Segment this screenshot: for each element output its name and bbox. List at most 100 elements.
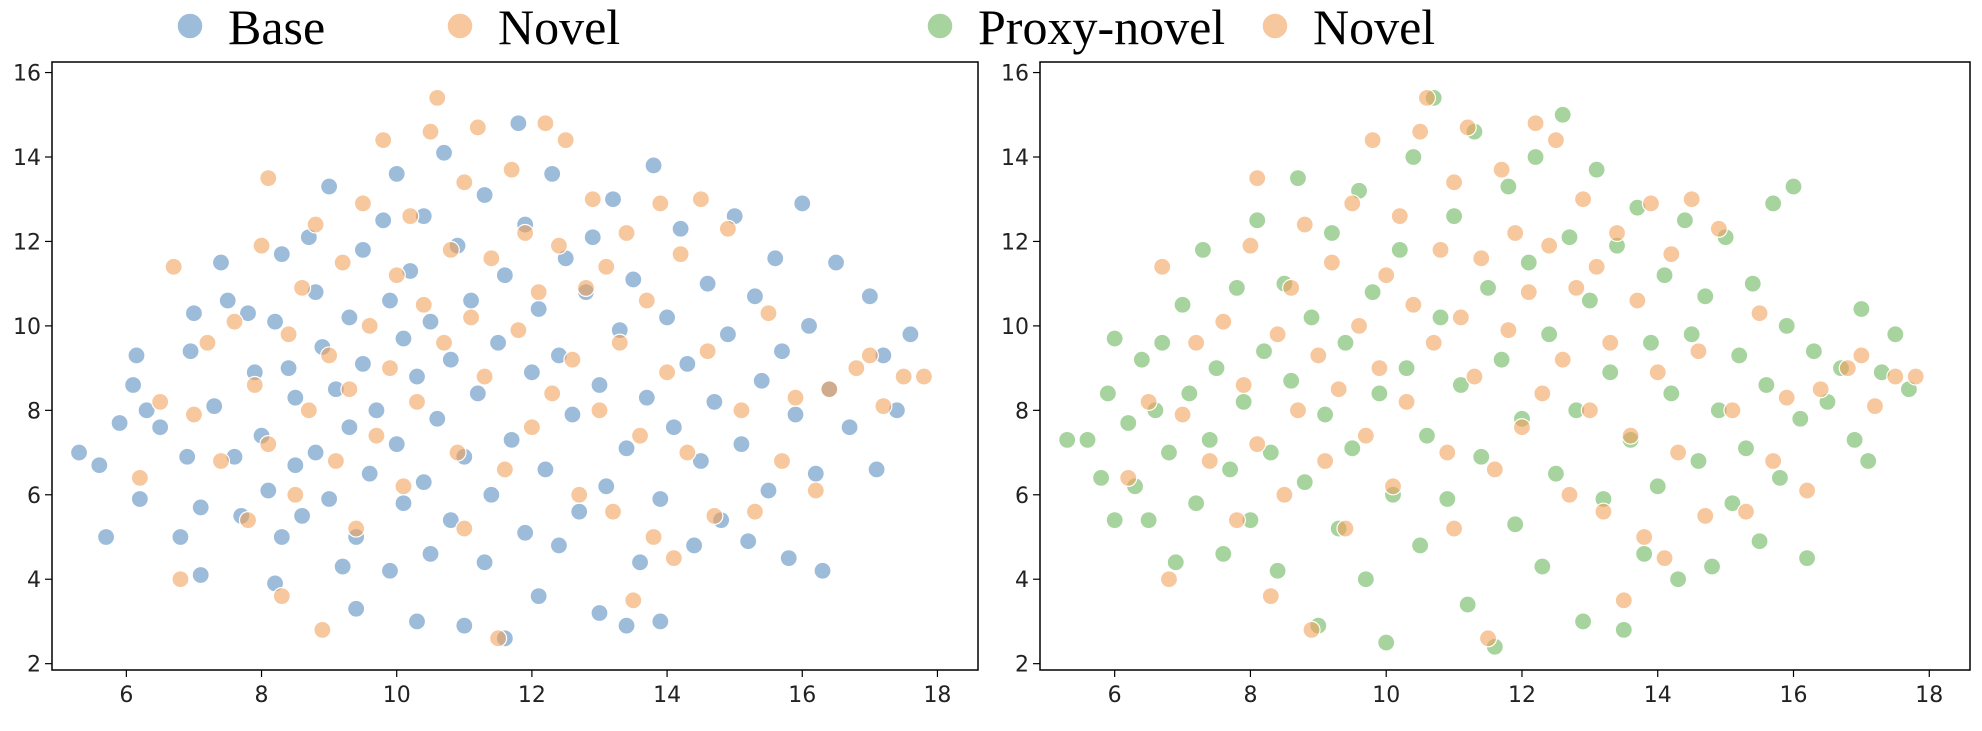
data-point bbox=[570, 502, 589, 521]
data-point bbox=[1234, 375, 1253, 395]
data-point bbox=[651, 194, 670, 213]
data-point bbox=[191, 565, 210, 585]
data-point bbox=[1091, 468, 1111, 487]
data-point bbox=[1852, 346, 1871, 365]
data-point bbox=[1180, 384, 1199, 403]
y-tick-label: 8 bbox=[27, 399, 41, 424]
data-point bbox=[1648, 477, 1667, 496]
data-point bbox=[151, 418, 170, 437]
x-tick-label: 12 bbox=[1508, 683, 1536, 708]
data-point bbox=[786, 388, 805, 407]
data-point bbox=[292, 278, 312, 297]
data-point bbox=[651, 612, 670, 631]
data-point bbox=[1662, 245, 1681, 264]
data-point bbox=[1859, 451, 1878, 471]
data-point bbox=[664, 549, 683, 568]
data-point bbox=[489, 333, 508, 352]
data-point bbox=[1132, 350, 1151, 369]
x-tick-label: 16 bbox=[788, 683, 816, 708]
data-point bbox=[867, 460, 886, 479]
data-point bbox=[1105, 511, 1124, 530]
data-point bbox=[1438, 489, 1457, 509]
data-point bbox=[1234, 392, 1253, 411]
data-point bbox=[813, 561, 832, 580]
data-point bbox=[745, 287, 765, 306]
data-point bbox=[1444, 519, 1464, 538]
data-point bbox=[205, 397, 224, 416]
data-point bbox=[1662, 384, 1681, 403]
data-point bbox=[286, 485, 305, 504]
data-point bbox=[1478, 278, 1498, 297]
data-point bbox=[387, 164, 406, 183]
data-point bbox=[1621, 426, 1640, 445]
y-tick-label: 16 bbox=[1001, 62, 1029, 87]
data-point bbox=[259, 169, 278, 188]
data-point bbox=[380, 561, 400, 580]
x-tick-label: 14 bbox=[653, 683, 681, 708]
data-point bbox=[1838, 359, 1857, 378]
data-point bbox=[678, 443, 697, 462]
y-tick-label: 8 bbox=[1015, 399, 1029, 424]
x-tick-label: 6 bbox=[119, 683, 133, 708]
data-point bbox=[306, 215, 325, 234]
data-point bbox=[468, 384, 487, 403]
data-point bbox=[441, 350, 460, 369]
data-point bbox=[1852, 299, 1871, 319]
data-point bbox=[394, 477, 413, 496]
data-point bbox=[1220, 460, 1240, 479]
data-point bbox=[1254, 342, 1274, 361]
x-tick-label: 8 bbox=[1243, 683, 1257, 708]
data-point bbox=[894, 367, 913, 386]
data-point bbox=[286, 456, 305, 475]
data-point bbox=[1302, 308, 1321, 327]
x-tick-label: 18 bbox=[1915, 683, 1943, 708]
data-point bbox=[603, 502, 623, 521]
data-point bbox=[759, 481, 778, 500]
data-point bbox=[1546, 131, 1566, 150]
data-point bbox=[1587, 257, 1606, 276]
data-point bbox=[806, 481, 825, 500]
series-base bbox=[69, 114, 920, 648]
y-tick-label: 16 bbox=[13, 62, 41, 87]
legend-label: Novel bbox=[498, 0, 620, 55]
data-point bbox=[1356, 570, 1375, 589]
data-point bbox=[1696, 287, 1715, 306]
data-point bbox=[184, 405, 204, 424]
data-point bbox=[1750, 532, 1769, 551]
data-point bbox=[421, 544, 440, 563]
data-point bbox=[1377, 266, 1396, 285]
data-point bbox=[1309, 346, 1328, 365]
data-point bbox=[1743, 274, 1762, 293]
data-point bbox=[489, 629, 508, 648]
data-point bbox=[1363, 131, 1382, 150]
data-point bbox=[407, 367, 427, 386]
data-point bbox=[1397, 359, 1416, 378]
data-point bbox=[664, 418, 683, 437]
data-point bbox=[529, 587, 548, 606]
data-point bbox=[401, 207, 420, 226]
data-point bbox=[1288, 401, 1308, 420]
data-point bbox=[127, 346, 146, 365]
data-point bbox=[1750, 304, 1769, 323]
y-tick-label: 12 bbox=[1001, 230, 1029, 255]
data-point bbox=[1268, 325, 1287, 344]
data-point bbox=[1227, 511, 1246, 530]
data-point bbox=[279, 325, 298, 344]
data-point bbox=[306, 443, 325, 462]
data-point bbox=[374, 131, 393, 150]
data-point bbox=[360, 316, 379, 335]
data-point bbox=[1105, 329, 1124, 348]
plot-area bbox=[51, 61, 979, 671]
data-point bbox=[441, 240, 460, 259]
data-point bbox=[739, 532, 758, 551]
y-tick-label: 10 bbox=[13, 315, 41, 340]
data-point bbox=[272, 587, 291, 606]
data-point bbox=[333, 253, 352, 272]
data-point bbox=[752, 371, 771, 390]
data-point bbox=[1411, 122, 1430, 141]
data-point bbox=[583, 228, 602, 247]
data-point bbox=[1757, 375, 1776, 395]
data-point bbox=[181, 342, 200, 361]
data-point bbox=[1431, 308, 1450, 327]
data-point bbox=[374, 211, 393, 230]
